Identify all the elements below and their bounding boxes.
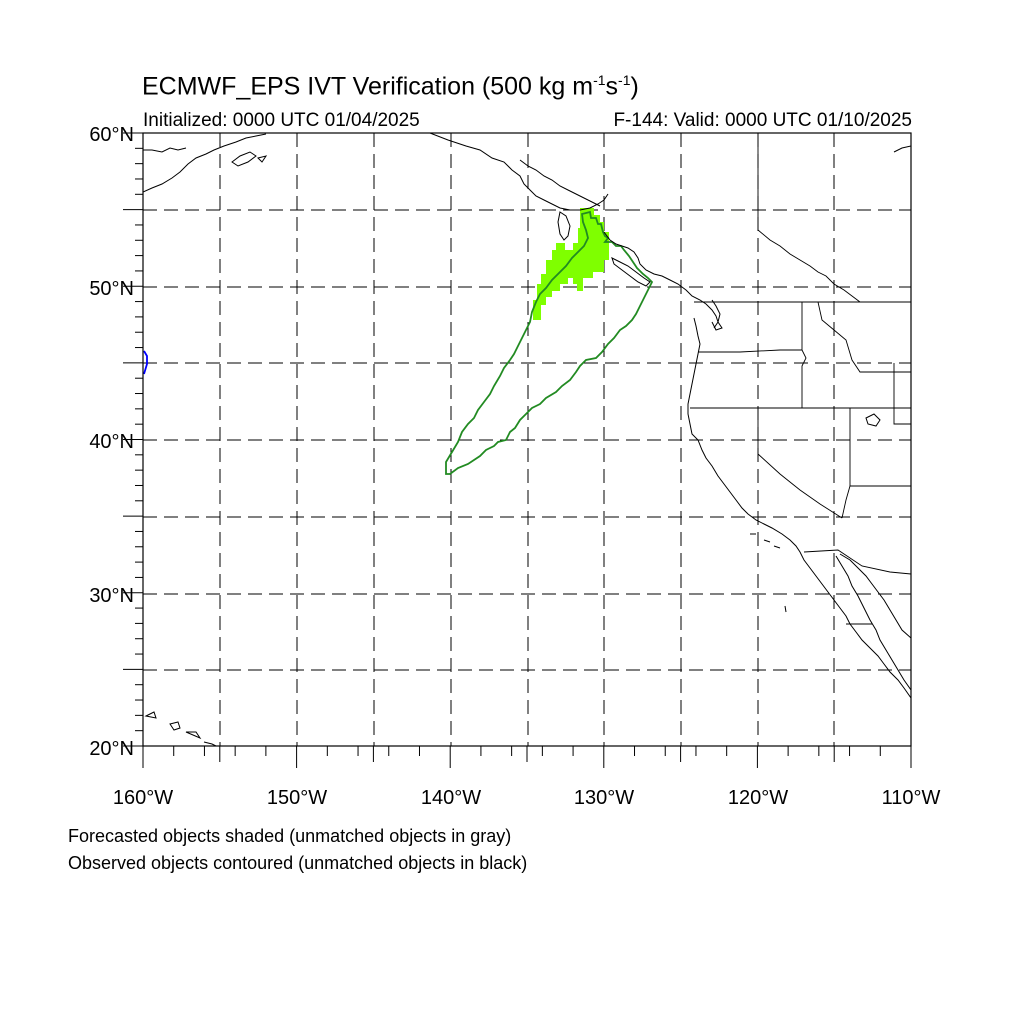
coast-hawaii-1 — [144, 711, 157, 719]
lon-label-160w: 160°W — [113, 787, 173, 809]
coast-alaska-peninsula — [143, 133, 267, 193]
edge-object-blue — [143, 350, 148, 375]
lon-label-130w: 130°W — [574, 787, 634, 809]
coast-haida-gwaii — [557, 211, 571, 241]
lon-label-140w: 140°W — [421, 787, 481, 809]
coast-alaska-panhandle — [519, 159, 601, 207]
border-montana — [817, 301, 911, 373]
coast-hawaii-3 — [185, 731, 202, 740]
footnote-forecast: Forecasted objects shaded (unmatched obj… — [68, 826, 512, 846]
longitude-labels: 160°W 150°W 140°W 130°W 120°W 110°W — [113, 787, 941, 809]
map-title: ECMWF_EPS IVT Verification (500 kg m-1s-… — [142, 72, 639, 101]
coast-island-1 — [257, 155, 268, 163]
political-borders — [690, 133, 911, 625]
valid-time-label: F-144: Valid: 0000 UTC 01/10/2025 — [613, 110, 912, 131]
gridlines — [143, 133, 911, 746]
border-idaho-west — [801, 302, 807, 408]
coast-hudson-bay-edge — [893, 145, 911, 153]
lon-label-120w: 120°W — [728, 787, 788, 809]
title-exponent-1: -1 — [593, 72, 606, 88]
coast-vancouver-island — [611, 257, 651, 287]
coast-hawaii-4 — [203, 741, 217, 746]
border-bc-alberta — [757, 229, 861, 303]
lon-label-150w: 150°W — [267, 787, 327, 809]
lat-label-20n: 20°N — [89, 738, 134, 760]
border-or-wa — [698, 349, 802, 353]
coast-baja-east — [835, 555, 911, 691]
border-us-mexico — [803, 549, 911, 575]
coast-great-salt-lake — [865, 413, 881, 427]
title-close: ) — [630, 72, 639, 101]
coast-hawaii-2 — [169, 721, 181, 731]
coast-gulf-of-alaska — [429, 133, 609, 211]
coast-bc — [603, 231, 719, 329]
latitude-labels: 60°N 50°N 40°N 30°N 20°N — [89, 124, 134, 760]
border-ca-nv — [757, 408, 843, 519]
coast-channel-islands — [750, 533, 781, 549]
lat-label-40n: 40°N — [89, 431, 134, 453]
coast-puget-sound — [711, 299, 723, 331]
coastlines — [143, 133, 911, 746]
coast-alaska-inlet — [143, 147, 187, 153]
title-unit-s: s — [605, 72, 619, 101]
border-wy-ut — [893, 363, 911, 425]
forecast-ivt-object — [533, 208, 609, 320]
lat-label-60n: 60°N — [89, 124, 134, 146]
plot-area — [123, 132, 912, 768]
footnote-observed: Observed objects contoured (unmatched ob… — [68, 853, 528, 873]
title-exponent-2: -1 — [618, 72, 631, 88]
axis-ticks — [123, 132, 912, 768]
observed-ivt-contour — [445, 210, 654, 475]
coast-guadalupe — [784, 605, 787, 613]
coast-mainland-mexico — [839, 553, 911, 639]
initialized-label: Initialized: 0000 UTC 01/04/2025 — [143, 110, 420, 131]
lat-label-30n: 30°N — [89, 585, 134, 607]
lat-label-50n: 50°N — [89, 278, 134, 300]
title-text: ECMWF_EPS IVT Verification (500 kg m — [142, 72, 594, 101]
border-az-nv — [841, 485, 911, 519]
coast-kodiak — [231, 151, 257, 167]
lon-label-110w: 110°W — [882, 787, 941, 809]
coast-us-west — [687, 317, 911, 699]
